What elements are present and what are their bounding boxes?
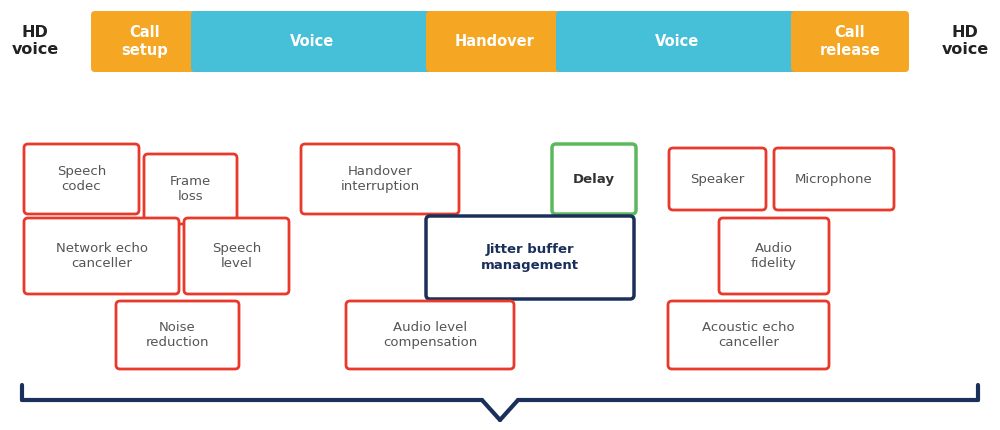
Text: Delay: Delay — [573, 172, 615, 185]
Text: Speech
level: Speech level — [212, 242, 261, 270]
Text: Speech
codec: Speech codec — [57, 165, 106, 193]
FancyBboxPatch shape — [144, 154, 237, 224]
FancyBboxPatch shape — [774, 148, 894, 210]
Text: Network echo
canceller: Network echo canceller — [56, 242, 148, 270]
FancyBboxPatch shape — [552, 144, 636, 214]
Text: Voice: Voice — [290, 34, 335, 49]
Text: Audio level
compensation: Audio level compensation — [383, 321, 477, 349]
Text: Jitter buffer
management: Jitter buffer management — [481, 243, 579, 271]
Text: HD
voice: HD voice — [11, 25, 59, 57]
Text: Speaker: Speaker — [690, 172, 745, 185]
FancyBboxPatch shape — [346, 301, 514, 369]
FancyBboxPatch shape — [184, 218, 289, 294]
FancyBboxPatch shape — [191, 11, 434, 72]
Text: Voice: Voice — [655, 34, 700, 49]
Text: Noise
reduction: Noise reduction — [146, 321, 209, 349]
FancyBboxPatch shape — [24, 218, 179, 294]
Text: HD
voice: HD voice — [941, 25, 989, 57]
Text: Call
setup: Call setup — [122, 25, 168, 58]
FancyBboxPatch shape — [91, 11, 199, 72]
FancyBboxPatch shape — [668, 301, 829, 369]
FancyBboxPatch shape — [301, 144, 459, 214]
FancyBboxPatch shape — [426, 216, 634, 299]
FancyBboxPatch shape — [426, 11, 564, 72]
Text: Call
release: Call release — [820, 25, 880, 58]
FancyBboxPatch shape — [669, 148, 766, 210]
Text: Microphone: Microphone — [795, 172, 873, 185]
Text: Audio
fidelity: Audio fidelity — [751, 242, 797, 270]
FancyBboxPatch shape — [791, 11, 909, 72]
FancyBboxPatch shape — [556, 11, 799, 72]
Text: Handover: Handover — [455, 34, 535, 49]
FancyBboxPatch shape — [24, 144, 139, 214]
FancyBboxPatch shape — [719, 218, 829, 294]
Text: Frame
loss: Frame loss — [170, 175, 211, 203]
Text: Handover
interruption: Handover interruption — [340, 165, 420, 193]
Text: Acoustic echo
canceller: Acoustic echo canceller — [702, 321, 795, 349]
FancyBboxPatch shape — [116, 301, 239, 369]
